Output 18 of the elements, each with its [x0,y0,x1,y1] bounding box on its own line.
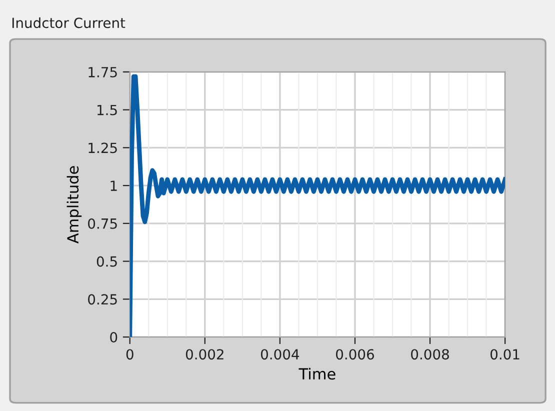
line-series [130,74,506,338]
x-tick-label: 0 [126,349,134,360]
x-tick-label: 0.006 [336,349,374,360]
y-axis-title: Amplitude [66,166,82,244]
chart-title: Inudctor Current [12,17,126,28]
x-tick-label: 0.004 [260,349,300,360]
y-tick-label: 1.75 [88,67,117,78]
y-tick-label: 1.25 [88,142,117,154]
x-axis-title: Time [298,368,336,380]
x-tick-label: 0.01 [490,349,520,360]
x-tick-label: 0.008 [411,349,449,360]
x-tick-label: 0.002 [186,349,224,360]
y-tick-label: 0 [110,332,118,342]
y-tick-label: 0.5 [96,256,117,267]
y-tick-label: 1 [110,180,117,191]
y-tick-label: 1.5 [98,104,117,116]
y-tick-label: 0.25 [88,294,117,305]
y-tick-label: 0.75 [88,218,117,229]
